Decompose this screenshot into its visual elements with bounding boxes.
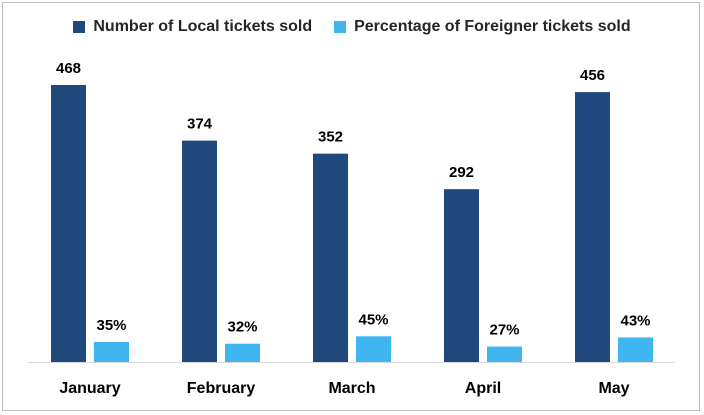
data-label-foreigner-april: 27%	[489, 322, 519, 339]
legend-label-foreigner: Percentage of Foreigner tickets sold	[354, 18, 631, 35]
bar-foreigner-january	[94, 342, 129, 362]
data-label-local-february: 374	[187, 116, 213, 133]
legend-item-local: Number of Local tickets sold	[73, 18, 312, 36]
bar-local-march	[313, 153, 348, 362]
x-tick-label-april: April	[465, 380, 501, 397]
data-label-local-april: 292	[449, 164, 474, 181]
bar-foreigner-march	[356, 336, 391, 362]
bar-foreigner-may	[618, 337, 653, 362]
data-label-foreigner-may: 43%	[620, 312, 650, 329]
legend-swatch-local	[73, 21, 86, 33]
x-tick-label-january: January	[59, 380, 120, 397]
bar-local-february	[182, 140, 217, 362]
bar-local-may	[575, 92, 610, 362]
bar-local-april	[444, 189, 479, 362]
data-label-foreigner-march: 45%	[358, 311, 388, 328]
legend-swatch-foreigner	[334, 21, 347, 33]
bar-foreigner-february	[225, 343, 260, 362]
bar-local-january	[51, 85, 86, 362]
legend: Number of Local tickets sold Percentage …	[0, 18, 704, 36]
legend-item-foreigner: Percentage of Foreigner tickets sold	[334, 18, 631, 36]
x-tick-label-may: May	[598, 380, 629, 397]
data-label-foreigner-february: 32%	[227, 319, 257, 336]
data-label-local-march: 352	[318, 129, 343, 146]
x-tick-label-march: March	[328, 380, 375, 397]
legend-label-local: Number of Local tickets sold	[93, 18, 313, 35]
data-label-foreigner-january: 35%	[96, 317, 126, 334]
x-tick-label-february: February	[187, 380, 256, 397]
data-label-local-january: 468	[56, 60, 81, 77]
data-label-local-may: 456	[580, 67, 605, 84]
bar-foreigner-april	[487, 346, 522, 362]
